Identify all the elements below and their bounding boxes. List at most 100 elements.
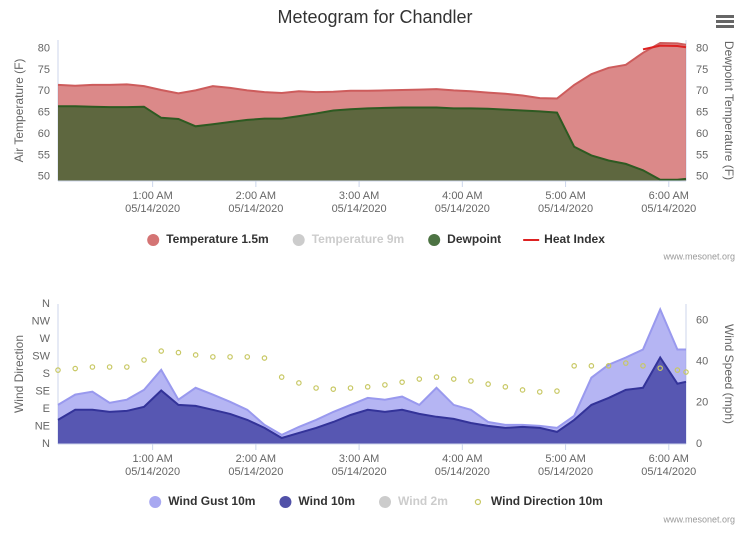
legend-label: Temperature 9m — [312, 232, 404, 246]
y-tick-label: 75 — [38, 64, 50, 76]
direction-point — [158, 348, 165, 354]
y-tick-label: SE — [35, 385, 50, 397]
x-tick-label: 6:00 AM 05/14/2020 — [641, 453, 696, 478]
direction-point — [192, 352, 199, 358]
y2-tick-label: 60 — [696, 128, 708, 140]
x-tick-label: 1:00 AM 05/14/2020 — [125, 190, 180, 215]
y-tick-label: 50 — [38, 171, 50, 183]
legend-label: Wind Gust 10m — [168, 494, 255, 508]
y2-tick-label: 70 — [696, 85, 708, 97]
legend: Wind Gust 10m Wind 10m Wind 2m Wind Directi… — [149, 494, 603, 508]
area-fill — [58, 357, 686, 444]
direction-point — [72, 365, 79, 372]
direction-point — [640, 363, 646, 369]
legend-label: Temperature 1.5m — [166, 232, 269, 246]
menu-button[interactable] — [716, 15, 734, 28]
area-line — [57, 41, 687, 100]
x-tick-label: 4:00 AM 05/14/2020 — [435, 190, 490, 215]
chart-title: Meteogram for Chandler — [277, 7, 472, 27]
y2-axis-title: Dewpoint Temperature (F) — [722, 41, 736, 180]
direction-point — [313, 385, 319, 391]
area-line — [57, 355, 687, 440]
legend-symbol — [279, 496, 292, 508]
legend-label: Wind 10m — [298, 494, 355, 508]
legend-symbol — [147, 234, 160, 246]
direction-point — [261, 355, 268, 361]
y-tick-label: NE — [35, 420, 50, 432]
menu-bar[interactable] — [716, 15, 734, 18]
y2-tick-label: 80 — [696, 42, 708, 54]
menu-bar[interactable] — [716, 25, 734, 28]
direction-point — [519, 387, 526, 393]
direction-point — [399, 379, 405, 385]
y-tick-label: W — [40, 333, 51, 345]
direction-point — [89, 364, 96, 370]
x-tick-label: 1:00 AM 05/14/2020 — [125, 453, 180, 478]
direction-point — [278, 374, 285, 380]
x-tick-label: 3:00 AM 05/14/2020 — [332, 453, 387, 478]
y2-tick-label: 50 — [696, 171, 708, 183]
y-tick-label: 70 — [38, 85, 50, 97]
area-line — [57, 306, 686, 437]
direction-point — [622, 360, 629, 366]
direction-point — [364, 384, 371, 390]
direction-point — [106, 364, 113, 370]
direction-point — [657, 365, 663, 371]
y2-tick-label: 65 — [696, 107, 708, 119]
direction-point — [296, 380, 302, 386]
y-tick-label: S — [43, 368, 50, 380]
direction-point — [347, 385, 354, 391]
legend: Temperature 1.5m Temperature 9m Dewpoint He… — [147, 232, 605, 246]
direction-point — [468, 378, 474, 384]
legend-label: Wind 2m — [398, 494, 448, 508]
direction-point — [244, 354, 251, 360]
direction-point — [175, 349, 182, 356]
y-tick-label: N — [42, 298, 50, 310]
credit: www.mesonet.org — [662, 251, 735, 261]
y2-tick-label: 0 — [696, 438, 702, 450]
direction-point — [536, 389, 543, 395]
direction-point — [124, 364, 130, 370]
legend-symbol — [292, 234, 305, 246]
direction-point — [141, 357, 147, 363]
direction-point — [485, 381, 491, 387]
legend-symbol — [428, 234, 441, 246]
y-axis-title: Air Temperature (F) — [12, 59, 26, 163]
y2-tick-label: 40 — [696, 356, 708, 368]
x-tick-label: 4:00 AM 05/14/2020 — [435, 453, 490, 478]
legend-symbol — [379, 496, 392, 508]
direction-point — [210, 354, 216, 360]
area-line — [58, 105, 687, 181]
legend-label: Dewpoint — [447, 232, 501, 246]
legend-label: Wind Direction 10m — [491, 494, 603, 508]
y-axis-title: Wind Direction — [12, 335, 26, 413]
x-tick-label: 3:00 AM 05/14/2020 — [332, 190, 387, 215]
direction-point — [382, 382, 388, 388]
direction-point — [554, 388, 560, 394]
direction-point — [55, 367, 61, 373]
y-tick-label: E — [43, 403, 50, 415]
direction-point — [330, 386, 337, 392]
y-tick-label: N — [42, 438, 50, 450]
y-tick-label: NW — [32, 315, 51, 327]
direction-point — [227, 354, 233, 360]
y-tick-label: 65 — [38, 107, 50, 119]
y2-tick-label: 55 — [696, 149, 708, 161]
direction-point — [588, 363, 595, 369]
series-line — [642, 44, 687, 51]
y-tick-label: 55 — [38, 149, 50, 161]
x-tick-label: 6:00 AM 05/14/2020 — [641, 190, 696, 215]
direction-point — [450, 376, 457, 382]
direction-point — [502, 384, 509, 390]
menu-bar[interactable] — [716, 20, 734, 23]
y2-axis-title: Wind Speed (mph) — [722, 324, 736, 424]
y2-tick-label: 20 — [696, 397, 708, 409]
y-tick-label: 80 — [38, 42, 50, 54]
x-tick-label: 5:00 AM 05/14/2020 — [538, 190, 593, 215]
direction-point — [674, 367, 681, 373]
direction-point — [433, 374, 440, 380]
direction-point — [571, 363, 577, 369]
direction-point — [683, 369, 689, 375]
direction-point — [416, 376, 423, 382]
credit: www.mesonet.org — [662, 514, 735, 524]
